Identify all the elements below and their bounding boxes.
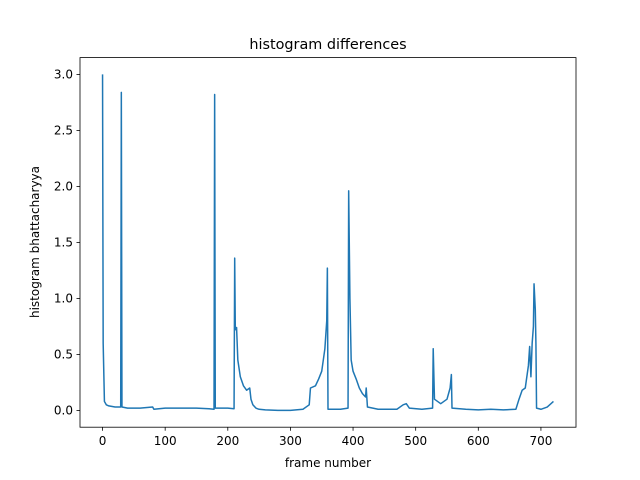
x-tick-label: 100 [154,434,177,448]
y-tick-label: 2.5 [54,123,73,137]
y-tick-label: 0.5 [54,347,73,361]
y-tick-label: 1.0 [54,291,73,305]
y-tick-label: 0.0 [54,403,73,417]
x-tick-label: 600 [467,434,490,448]
y-tick-label: 3.0 [54,67,73,81]
data-line [101,74,554,412]
x-tick-label: 200 [216,434,239,448]
y-tick-label: 1.5 [54,235,73,249]
y-tick-label: 2.0 [54,179,73,193]
plot-area [101,74,554,412]
y-axis-label: histogram bhattacharyya [28,166,42,318]
x-tick-label: 300 [279,434,302,448]
x-tick-label: 0 [99,434,107,448]
chart-title: histogram differences [249,37,406,53]
x-tick-label: 700 [529,434,552,448]
x-tick-label: 400 [342,434,365,448]
x-axis-label: frame number [285,456,371,470]
x-tick-label: 500 [404,434,427,448]
